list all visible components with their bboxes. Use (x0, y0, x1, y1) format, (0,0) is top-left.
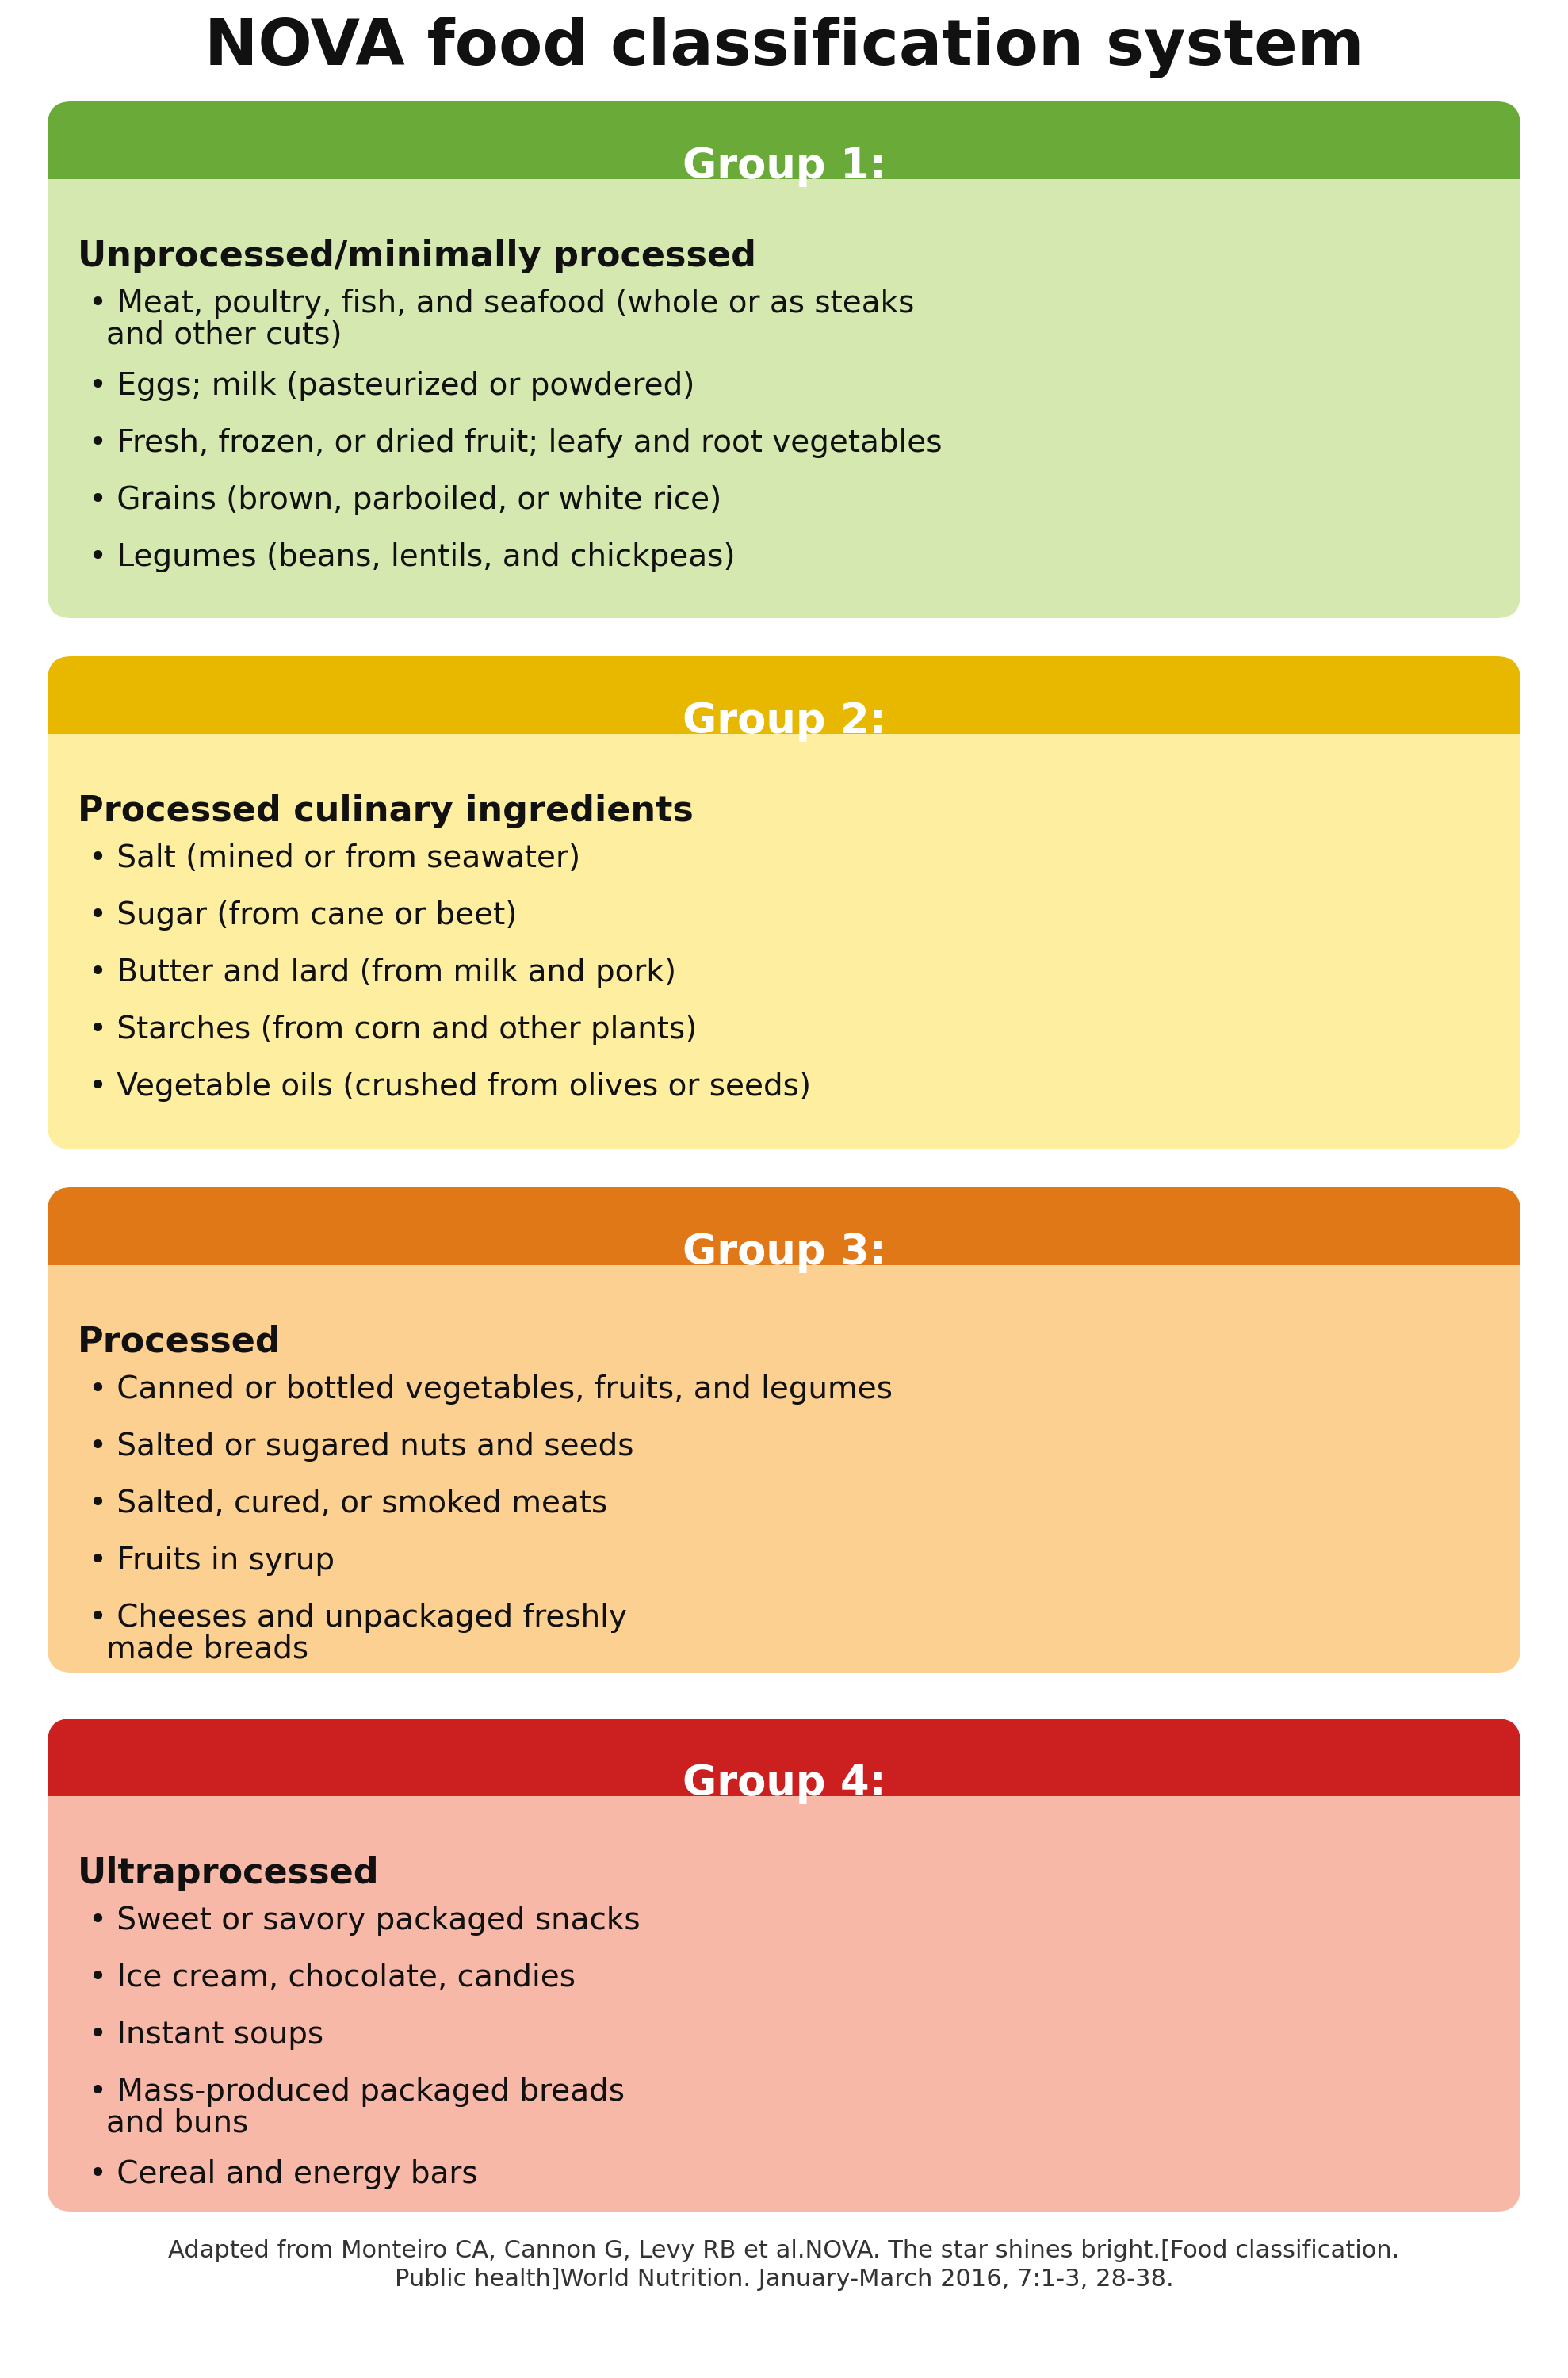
Text: • Sweet or savory packaged snacks: • Sweet or savory packaged snacks (89, 1905, 640, 1936)
Text: • Salt (mined or from seawater): • Salt (mined or from seawater) (89, 844, 580, 873)
Text: • Cereal and energy bars: • Cereal and energy bars (89, 2159, 478, 2190)
Text: • Meat, poultry, fish, and seafood (whole or as steaks: • Meat, poultry, fish, and seafood (whol… (89, 288, 914, 319)
FancyBboxPatch shape (47, 102, 1521, 207)
Text: Adapted from Monteiro CA, Cannon G, Levy RB et al.NOVA. The star shines bright.[: Adapted from Monteiro CA, Cannon G, Levy… (168, 2240, 1400, 2261)
Text: • Salted, cured, or smoked meats: • Salted, cured, or smoked meats (89, 1489, 607, 1520)
Text: Group 4:: Group 4: (682, 1762, 886, 1805)
Text: made breads: made breads (107, 1634, 309, 1665)
Text: • Sugar (from cane or beet): • Sugar (from cane or beet) (89, 901, 517, 930)
Text: • Eggs; milk (pasteurized or powdered): • Eggs; milk (pasteurized or powdered) (89, 371, 695, 402)
Text: NOVA food classification system: NOVA food classification system (204, 17, 1364, 78)
FancyBboxPatch shape (47, 1719, 1521, 1824)
Text: Unprocessed/minimally processed: Unprocessed/minimally processed (78, 240, 756, 273)
Text: • Butter and lard (from milk and pork): • Butter and lard (from milk and pork) (89, 958, 676, 987)
Text: and buns: and buns (107, 2109, 248, 2138)
FancyBboxPatch shape (47, 1213, 1521, 1672)
Text: • Legumes (beans, lentils, and chickpeas): • Legumes (beans, lentils, and chickpeas… (89, 542, 735, 573)
Text: • Instant soups: • Instant soups (89, 2019, 323, 2050)
Text: and other cuts): and other cuts) (107, 321, 342, 350)
Text: • Mass-produced packaged breads: • Mass-produced packaged breads (89, 2076, 624, 2107)
FancyBboxPatch shape (47, 126, 1521, 618)
Text: Processed: Processed (78, 1325, 281, 1360)
Text: Processed culinary ingredients: Processed culinary ingredients (78, 794, 693, 828)
Text: Public health]World Nutrition. January-March 2016, 7:1-3, 28-38.: Public health]World Nutrition. January-M… (395, 2269, 1173, 2290)
Bar (47, 1795, 1521, 1824)
Text: • Fresh, frozen, or dried fruit; leafy and root vegetables: • Fresh, frozen, or dried fruit; leafy a… (89, 428, 942, 459)
FancyBboxPatch shape (47, 1187, 1521, 1291)
Text: • Salted or sugared nuts and seeds: • Salted or sugared nuts and seeds (89, 1432, 633, 1462)
FancyBboxPatch shape (47, 656, 1521, 761)
Text: • Cheeses and unpackaged freshly: • Cheeses and unpackaged freshly (89, 1603, 627, 1634)
FancyBboxPatch shape (47, 1743, 1521, 2212)
FancyBboxPatch shape (47, 682, 1521, 1149)
Bar (47, 735, 1521, 761)
Text: • Vegetable oils (crushed from olives or seeds): • Vegetable oils (crushed from olives or… (89, 1072, 811, 1101)
Text: • Starches (from corn and other plants): • Starches (from corn and other plants) (89, 1015, 698, 1044)
Text: • Canned or bottled vegetables, fruits, and legumes: • Canned or bottled vegetables, fruits, … (89, 1374, 892, 1405)
Text: • Ice cream, chocolate, candies: • Ice cream, chocolate, candies (89, 1962, 575, 1993)
Bar (47, 178, 1521, 207)
Text: • Fruits in syrup: • Fruits in syrup (89, 1546, 334, 1577)
Text: Ultraprocessed: Ultraprocessed (78, 1857, 379, 1891)
Text: • Grains (brown, parboiled, or white rice): • Grains (brown, parboiled, or white ric… (89, 485, 721, 516)
Text: Group 2:: Group 2: (682, 702, 886, 742)
Text: Group 1:: Group 1: (682, 145, 886, 188)
Text: Group 3:: Group 3: (682, 1232, 886, 1272)
Bar (47, 1265, 1521, 1291)
